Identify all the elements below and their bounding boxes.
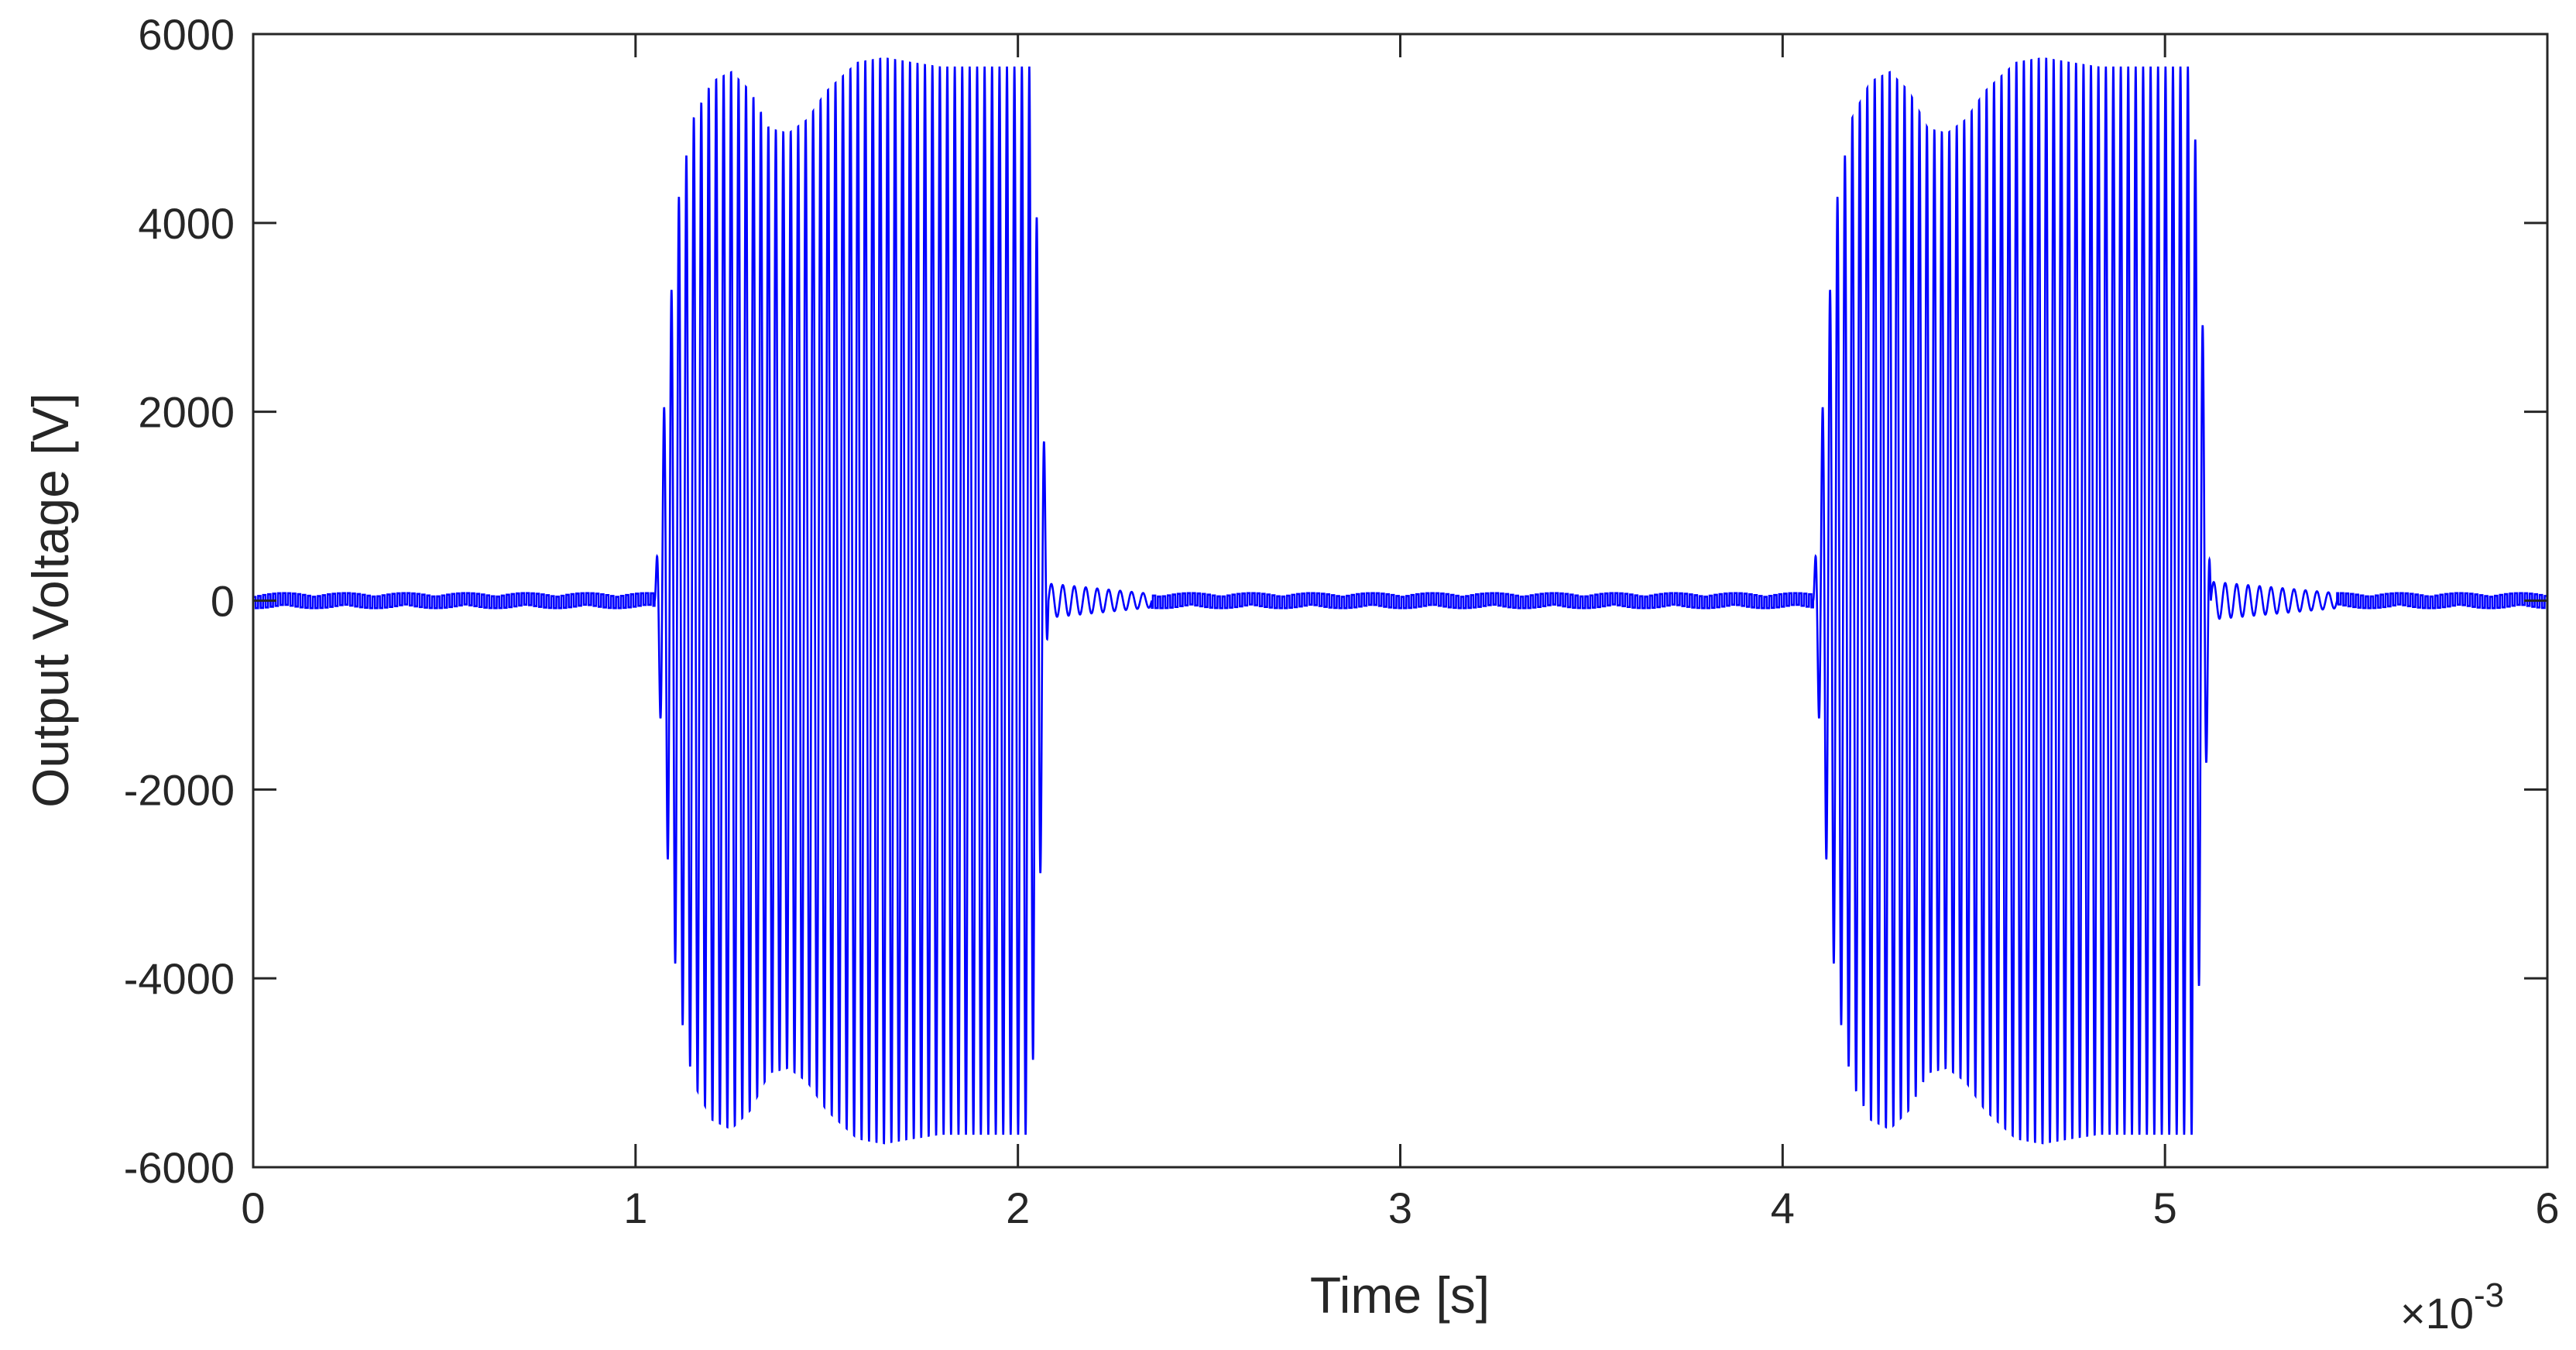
y-tick-label: -6000 (124, 1143, 235, 1192)
x-tick-label: 3 (1388, 1183, 1412, 1232)
x-tick-label: 0 (241, 1183, 265, 1232)
y-tick-label: 4000 (138, 199, 235, 248)
x-axis-multiplier-exponent: -3 (2474, 1276, 2504, 1314)
x-tick-label: 5 (2153, 1183, 2177, 1232)
y-tick-label: 0 (211, 577, 235, 626)
x-axis-label: Time [s] (1310, 1266, 1490, 1324)
voltage-series (253, 57, 2547, 1145)
x-axis-multiplier-base: ×10 (2400, 1289, 2474, 1338)
x-tick-label: 4 (1771, 1183, 1795, 1232)
plot-frame (252, 33, 2549, 1169)
y-tick-label: -4000 (124, 954, 235, 1003)
y-axis-ticks: -6000 -4000 -2000 0 2000 4000 6000 (124, 10, 2547, 1192)
y-tick-label: -2000 (124, 765, 235, 814)
plot-area (252, 33, 2549, 1169)
x-axis-ticks: 0 1 2 3 4 5 6 (241, 34, 2560, 1232)
x-tick-label: 1 (623, 1183, 647, 1232)
y-tick-label: 6000 (138, 10, 235, 59)
y-axis-label: Output Voltage [V] (22, 393, 79, 808)
y-tick-label: 2000 (138, 388, 235, 437)
x-tick-label: 2 (1006, 1183, 1030, 1232)
series-line (253, 57, 2547, 1145)
x-tick-label: 6 (2535, 1183, 2559, 1232)
x-axis-multiplier: ×10-3 (2400, 1276, 2504, 1338)
